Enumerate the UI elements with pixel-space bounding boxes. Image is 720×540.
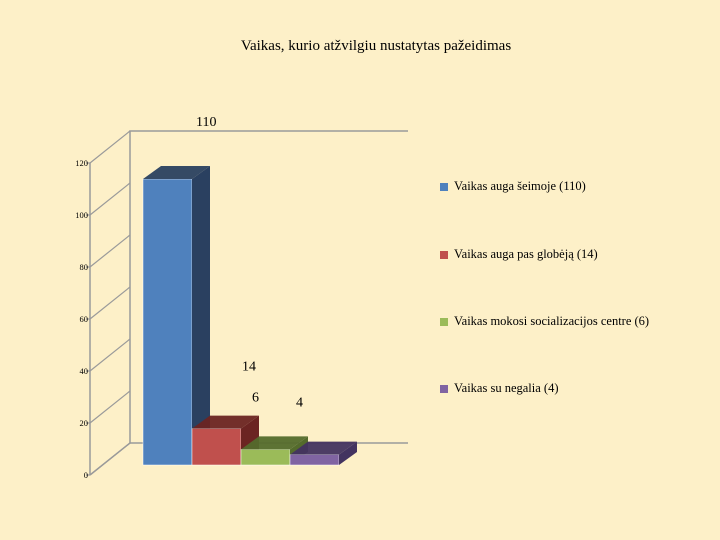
legend-item-socialization: Vaikas mokosi socializacijos centre (6) [440, 313, 680, 330]
bar-side [339, 441, 357, 465]
legend-label-disability: Vaikas su negalia (4) [454, 381, 559, 395]
bar-top [241, 436, 308, 450]
y-grid-depth-line [89, 286, 131, 320]
legend-swatch-guardian [440, 251, 448, 259]
legend-swatch-disability [440, 385, 448, 393]
bar-data-label: 4 [296, 396, 303, 411]
bar-top [143, 166, 210, 179]
bar-front [191, 428, 242, 466]
y-tick-label: 40 [80, 366, 89, 376]
legend-swatch-family [440, 183, 448, 191]
y-tick-label: 0 [84, 470, 88, 480]
legend-label-guardian: Vaikas auga pas globėją (14) [454, 247, 598, 261]
y-tick-label: 80 [80, 262, 89, 272]
y-grid-depth-line [89, 182, 131, 216]
y-tick-label: 60 [80, 314, 89, 324]
bar-top [290, 441, 357, 455]
legend-label-socialization: Vaikas mokosi socializacijos centre (6) [454, 314, 650, 328]
bar-side [192, 166, 210, 465]
y-grid-depth-line [89, 390, 131, 424]
bar-data-label: 6 [252, 390, 259, 405]
y-tick-label: 100 [75, 210, 88, 220]
bar-data-label: 110 [196, 115, 216, 130]
y-grid-depth-line [89, 442, 131, 476]
y-tick-label: 20 [80, 418, 89, 428]
bar-front [142, 178, 193, 466]
y-grid-depth-line [89, 338, 131, 372]
bar-front [289, 454, 340, 466]
legend-item-family: Vaikas auga šeimoje (110) [440, 178, 680, 195]
bar-data-label: 14 [242, 360, 256, 375]
chart-title: Vaikas, kurio atžvilgiu nustatytas pažei… [240, 38, 512, 54]
y-grid-depth-line [89, 234, 131, 268]
legend-swatch-socialization [440, 318, 448, 326]
y-grid-depth-line [89, 130, 131, 164]
legend-item-disability: Vaikas su negalia (4) [440, 380, 680, 397]
bar-front [240, 449, 291, 466]
legend-label-family: Vaikas auga šeimoje (110) [454, 179, 586, 193]
legend-item-guardian: Vaikas auga pas globėją (14) [440, 246, 680, 263]
y-tick-label: 120 [75, 158, 88, 168]
bar-top [192, 415, 259, 429]
